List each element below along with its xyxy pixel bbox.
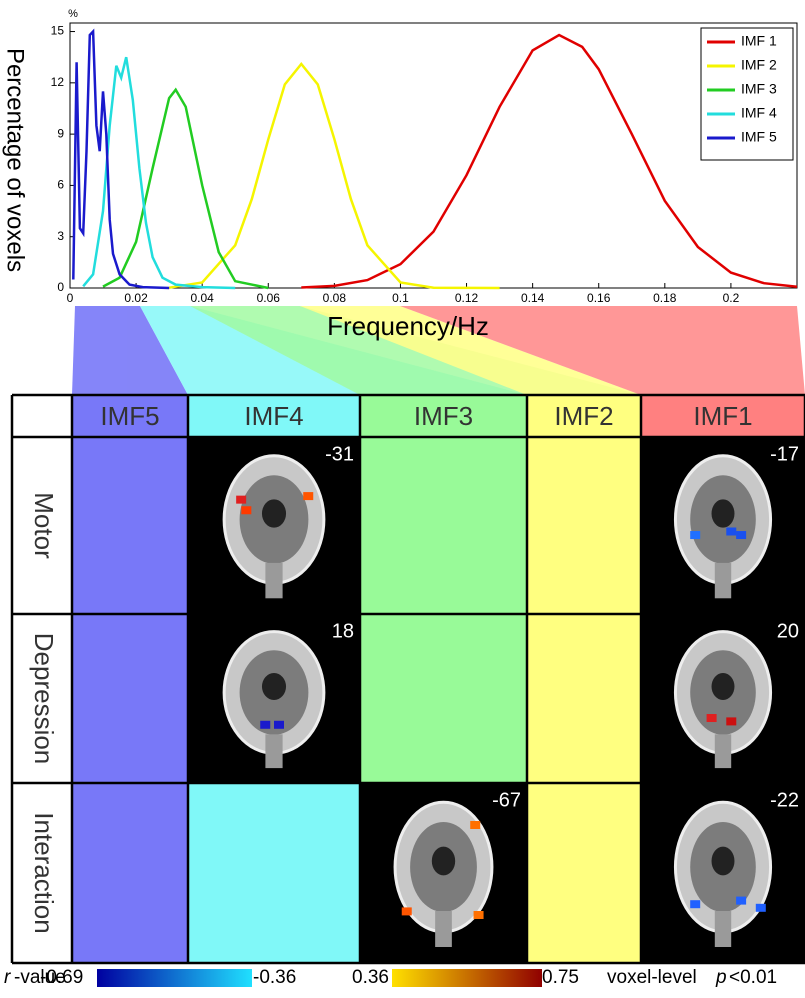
column-header: IMF3 (414, 401, 473, 431)
colorbar-max: 0.75 (542, 967, 579, 988)
y-axis-label: Percentage of voxels (2, 48, 29, 272)
colorbar-neg-max: -0.36 (253, 967, 296, 988)
colorbar-variable: r (4, 967, 11, 988)
brainstem (715, 734, 731, 768)
column-header: IMF4 (244, 401, 303, 431)
empty-cell (527, 783, 641, 963)
x-tick-label: 0.06 (257, 291, 281, 305)
x-tick-label: 0.14 (521, 291, 545, 305)
activation (726, 528, 736, 536)
y-tick-label: 9 (57, 126, 64, 140)
brainstem (265, 563, 282, 598)
activation (470, 821, 480, 829)
slice-label: -17 (770, 443, 799, 465)
activation (241, 506, 251, 514)
colorbar-min: -0.69 (40, 967, 83, 988)
ventricle (262, 499, 286, 527)
figure: 0 3 6 9 12 15 0 0.02 0.04 0.06 0.08 0.1 0.12 0.14 0.16… (0, 0, 805, 993)
slice-label: -22 (770, 789, 799, 811)
brainstem (715, 911, 731, 947)
brainstem (265, 734, 282, 768)
brainstem (715, 563, 731, 598)
y-tick-label: 15 (51, 24, 65, 38)
empty-cell (72, 437, 188, 614)
x-tick-label: 0.18 (653, 291, 677, 305)
empty-cell (188, 783, 360, 963)
y-tick-label: 12 (51, 75, 65, 89)
activation (236, 496, 246, 504)
colorbar-positive (392, 969, 542, 987)
column-header: IMF5 (100, 401, 159, 431)
x-tick-label: 0.08 (323, 291, 347, 305)
legend-label: IMF 4 (741, 105, 777, 121)
empty-cell (72, 783, 188, 963)
ventricle (712, 847, 735, 876)
slice-label: 18 (332, 620, 354, 642)
activation (756, 904, 766, 912)
empty-cell (527, 437, 641, 614)
x-tick-label: 0.16 (587, 291, 611, 305)
activation (690, 900, 700, 908)
legend-label: IMF 1 (741, 33, 777, 49)
activation (402, 907, 412, 915)
x-tick-label: 0.04 (191, 291, 215, 305)
row-label: Depression (29, 633, 59, 765)
x-tick-label: 0.1 (392, 291, 409, 305)
activation (726, 717, 736, 725)
y-tick-label: 6 (57, 178, 64, 192)
empty-cell (527, 614, 641, 783)
legend-label: IMF 3 (741, 81, 777, 97)
column-header: IMF1 (693, 401, 752, 431)
ventricle (262, 673, 286, 700)
activation (303, 492, 313, 500)
activation (274, 721, 284, 729)
y-tick-label: 0 (57, 280, 64, 294)
threshold-text: voxel-level (607, 967, 697, 988)
x-tick-label: 0.02 (124, 291, 148, 305)
legend-label: IMF 2 (741, 57, 777, 73)
activation (707, 714, 717, 722)
slice-label: -67 (492, 789, 521, 811)
empty-cell (360, 437, 527, 614)
ventricle (712, 673, 735, 700)
brainstem (435, 911, 452, 947)
slice-label: 20 (777, 620, 799, 642)
activation (736, 531, 746, 539)
empty-cell (360, 614, 527, 783)
threshold-value: <0.01 (729, 967, 777, 988)
row-label: Interaction (29, 812, 59, 933)
threshold-variable: p (715, 967, 727, 988)
x-tick-label: 0 (67, 291, 74, 305)
plot-area (70, 23, 797, 288)
ventricle (712, 499, 735, 527)
activation (690, 531, 700, 539)
column-header: IMF2 (554, 401, 613, 431)
activation (260, 721, 270, 729)
legend-label: IMF 5 (741, 129, 777, 145)
ventricle (432, 847, 455, 876)
activation (474, 911, 484, 919)
y-unit: % (68, 8, 78, 20)
x-axis-label: Frequency/Hz (327, 311, 489, 341)
slice-label: -31 (325, 443, 354, 465)
empty-cell (72, 614, 188, 783)
x-tick-label: 0.12 (455, 291, 479, 305)
y-tick-label: 3 (57, 229, 64, 243)
colorbar-pos-min: 0.36 (352, 967, 389, 988)
activation (736, 897, 746, 905)
row-label: Motor (29, 492, 59, 559)
colorbar-negative (97, 969, 252, 987)
x-tick-label: 0.2 (723, 291, 740, 305)
